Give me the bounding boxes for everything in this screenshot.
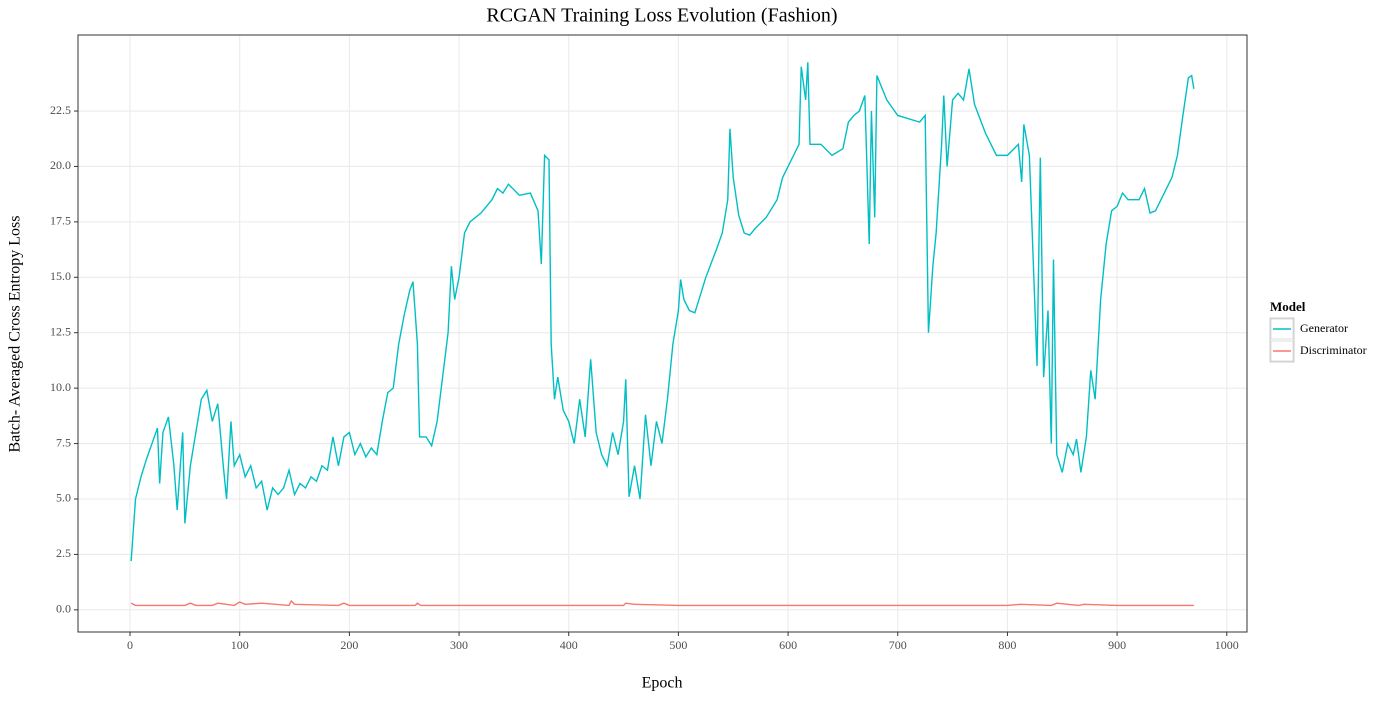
y-tick-label: 5.0 [56,491,71,505]
y-tick-label: 12.5 [50,324,71,338]
x-tick-label: 500 [669,638,687,652]
x-tick-label: 0 [127,638,133,652]
x-tick-label: 100 [231,638,249,652]
line-series [130,599,1194,607]
x-tick-label: 700 [889,638,907,652]
y-axis-label: Batch- Averaged Cross Entropy Loss [7,216,24,453]
x-tick-label: 600 [779,638,797,652]
x-tick-label: 200 [340,638,358,652]
x-tick-label: 800 [998,638,1016,652]
y-tick-label: 15.0 [50,269,71,283]
x-tick-label: 400 [560,638,578,652]
legend-label: Discriminator [1300,343,1367,357]
line-series [130,62,1195,562]
y-tick-label: 7.5 [56,435,71,449]
plot-border [77,34,1248,633]
y-tick-label: 17.5 [50,214,71,228]
y-tick-label: 2.5 [56,546,71,560]
x-tick-label: 1000 [1215,638,1239,652]
y-tick-label: 22.5 [50,103,71,117]
x-tick-label: 300 [450,638,468,652]
plot-panel [78,35,1247,632]
x-axis-label: Epoch [642,675,683,692]
y-tick-label: 20.0 [50,158,71,172]
legend: Model Generator Discriminator [1269,299,1367,363]
legend-label: Generator [1300,321,1348,335]
x-tick-label: 900 [1108,638,1126,652]
y-tick-label: 0.0 [56,602,71,616]
y-tick-label: 10.0 [50,380,71,394]
chart-title: RCGAN Training Loss Evolution (Fashion) [486,5,837,27]
legend-title: Model [1270,299,1306,314]
